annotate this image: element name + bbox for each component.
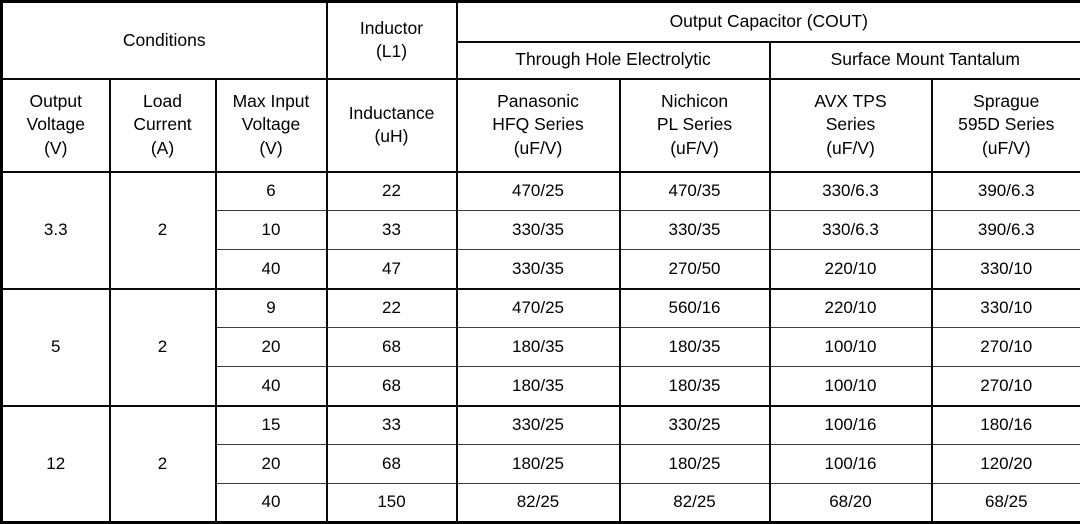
cell-panasonic-hfq: 180/25 [457, 445, 620, 484]
cell-nichicon-pl: 560/16 [620, 289, 770, 328]
cell-nichicon-pl: 270/50 [620, 250, 770, 289]
header-row-top: Conditions Inductor (L1) Output Capacito… [2, 2, 1080, 42]
cell-load-current: 2 [110, 406, 216, 523]
cell-inductance: 22 [327, 289, 457, 328]
cell-max-input-voltage: 6 [216, 172, 327, 211]
cell-max-input-voltage: 40 [216, 367, 327, 406]
header-row-columns: Output Voltage (V) Load Current (A) Max … [2, 79, 1080, 172]
cell-sprague-595d: 270/10 [932, 367, 1080, 406]
through-hole-electrolytic-header: Through Hole Electrolytic [457, 42, 770, 79]
cell-panasonic-hfq: 470/25 [457, 172, 620, 211]
cell-nichicon-pl: 330/25 [620, 406, 770, 445]
cell-sprague-595d: 330/10 [932, 250, 1080, 289]
cell-avx-tps: 220/10 [770, 250, 932, 289]
cell-nichicon-pl: 470/35 [620, 172, 770, 211]
col-header-panasonic-hfq: Panasonic HFQ Series (uF/V) [457, 79, 620, 172]
cell-sprague-595d: 120/20 [932, 445, 1080, 484]
cell-inductance: 68 [327, 367, 457, 406]
inductor-header: Inductor (L1) [327, 2, 457, 79]
surface-mount-tantalum-header: Surface Mount Tantalum [770, 42, 1080, 79]
cell-output-voltage: 5 [2, 289, 110, 406]
cell-max-input-voltage: 40 [216, 250, 327, 289]
cell-sprague-595d: 330/10 [932, 289, 1080, 328]
cell-nichicon-pl: 180/25 [620, 445, 770, 484]
cell-max-input-voltage: 9 [216, 289, 327, 328]
col-header-load-current: Load Current (A) [110, 79, 216, 172]
cell-avx-tps: 330/6.3 [770, 172, 932, 211]
cell-max-input-voltage: 10 [216, 211, 327, 250]
cell-sprague-595d: 68/25 [932, 484, 1080, 523]
cell-nichicon-pl: 330/35 [620, 211, 770, 250]
cell-panasonic-hfq: 180/35 [457, 328, 620, 367]
conditions-header: Conditions [2, 2, 327, 79]
cell-panasonic-hfq: 82/25 [457, 484, 620, 523]
cell-load-current: 2 [110, 289, 216, 406]
cell-avx-tps: 68/20 [770, 484, 932, 523]
col-header-nichicon-pl: Nichicon PL Series (uF/V) [620, 79, 770, 172]
cell-sprague-595d: 270/10 [932, 328, 1080, 367]
cell-nichicon-pl: 82/25 [620, 484, 770, 523]
cell-load-current: 2 [110, 172, 216, 289]
cell-output-voltage: 3.3 [2, 172, 110, 289]
cell-sprague-595d: 390/6.3 [932, 172, 1080, 211]
cell-max-input-voltage: 40 [216, 484, 327, 523]
cell-avx-tps: 100/16 [770, 445, 932, 484]
cell-avx-tps: 100/10 [770, 367, 932, 406]
cell-avx-tps: 220/10 [770, 289, 932, 328]
cell-sprague-595d: 180/16 [932, 406, 1080, 445]
cell-max-input-voltage: 20 [216, 328, 327, 367]
cell-output-voltage: 12 [2, 406, 110, 523]
cell-panasonic-hfq: 330/35 [457, 211, 620, 250]
col-header-avx-tps: AVX TPS Series (uF/V) [770, 79, 932, 172]
cell-inductance: 33 [327, 406, 457, 445]
cell-inductance: 22 [327, 172, 457, 211]
cell-panasonic-hfq: 330/25 [457, 406, 620, 445]
table-row: 12 2 15 33 330/25 330/25 100/16 180/16 [2, 406, 1080, 445]
cell-max-input-voltage: 15 [216, 406, 327, 445]
cell-inductance: 68 [327, 328, 457, 367]
cell-avx-tps: 330/6.3 [770, 211, 932, 250]
cell-avx-tps: 100/16 [770, 406, 932, 445]
cell-panasonic-hfq: 330/35 [457, 250, 620, 289]
cell-max-input-voltage: 20 [216, 445, 327, 484]
col-header-inductance: Inductance (uH) [327, 79, 457, 172]
cell-panasonic-hfq: 180/35 [457, 367, 620, 406]
cell-inductance: 47 [327, 250, 457, 289]
col-header-max-input-voltage: Max Input Voltage (V) [216, 79, 327, 172]
cell-sprague-595d: 390/6.3 [932, 211, 1080, 250]
cell-nichicon-pl: 180/35 [620, 328, 770, 367]
cell-inductance: 150 [327, 484, 457, 523]
cell-avx-tps: 100/10 [770, 328, 932, 367]
cell-inductance: 33 [327, 211, 457, 250]
cell-panasonic-hfq: 470/25 [457, 289, 620, 328]
output-capacitor-header: Output Capacitor (COUT) [457, 2, 1080, 42]
table-row: 5 2 9 22 470/25 560/16 220/10 330/10 [2, 289, 1080, 328]
table-row: 3.3 2 6 22 470/25 470/35 330/6.3 390/6.3 [2, 172, 1080, 211]
cell-nichicon-pl: 180/35 [620, 367, 770, 406]
col-header-sprague-595d: Sprague 595D Series (uF/V) [932, 79, 1080, 172]
cell-inductance: 68 [327, 445, 457, 484]
col-header-output-voltage: Output Voltage (V) [2, 79, 110, 172]
